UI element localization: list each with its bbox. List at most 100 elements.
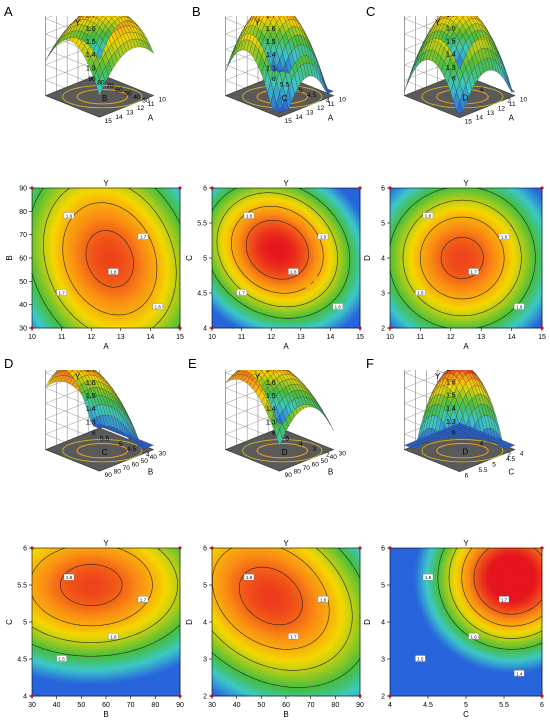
x-tick-label: 12 xyxy=(87,334,95,341)
factor2-tick-label: 2 xyxy=(507,452,511,459)
y-tick-label: 6 xyxy=(381,186,385,193)
factor2-axis-label: D xyxy=(282,448,288,457)
x-tick-label: 15 xyxy=(356,334,364,341)
contour-fill xyxy=(212,548,360,696)
factor1-tick-label: 5 xyxy=(492,462,496,469)
contour-label: 1.6 xyxy=(501,235,508,240)
x-tick-label: 90 xyxy=(176,702,184,709)
x-tick-label: 13 xyxy=(477,334,485,341)
surface-svg: 1.31.41.51.61.71.81.9Y101112131415A30405… xyxy=(6,16,186,176)
factor1-tick-label: 13 xyxy=(306,110,314,117)
x-tick-label: 15 xyxy=(538,334,546,341)
factor1-tick-label: 10 xyxy=(520,97,528,104)
z-tick-label: 1.7 xyxy=(266,370,276,374)
z-tick-label: 1.6 xyxy=(446,25,456,32)
x-tick-label: 15 xyxy=(176,334,184,341)
x-axis-label: A xyxy=(283,342,289,351)
x-tick-label: 30 xyxy=(28,702,36,709)
design-point xyxy=(30,546,33,549)
z-axis-label: Y xyxy=(75,373,81,382)
z-tick-label: 1.3 xyxy=(446,65,456,72)
factor2-tick-label: 4 xyxy=(326,98,330,105)
design-point xyxy=(358,326,361,329)
surface-plot-e: 1.31.41.51.61.71.81.9Y30405060708090B234… xyxy=(186,370,366,530)
z-tick-label: 1.4 xyxy=(266,52,276,59)
y-tick-label: 3 xyxy=(381,657,385,664)
y-tick-label: 40 xyxy=(19,302,27,309)
contour-title: Y xyxy=(103,179,109,188)
z-tick-label: 1.3 xyxy=(266,419,276,426)
factor2-tick-label: 80 xyxy=(97,80,105,87)
x-tick-label: 4 xyxy=(388,702,392,709)
z-tick-label: 1.5 xyxy=(266,393,276,400)
design-point xyxy=(210,694,213,697)
y-tick-label: 4 xyxy=(203,326,207,333)
factor2-tick-label: 2 xyxy=(507,98,511,105)
z-axis-label: Y xyxy=(75,19,81,28)
factor1-tick-label: 13 xyxy=(487,110,495,117)
contour-label: 1.6 xyxy=(335,305,342,310)
y-tick-label: 5.5 xyxy=(17,583,27,590)
factor1-tick-label: 60 xyxy=(132,461,140,468)
y-tick-label: 4.5 xyxy=(197,291,207,298)
design-point xyxy=(210,326,213,329)
design-point xyxy=(178,546,181,549)
factor1-axis-label: A xyxy=(148,113,154,122)
factor1-tick-label: 30 xyxy=(159,451,167,458)
contour-label: 1.6 xyxy=(110,634,117,639)
factor1-axis-label: A xyxy=(509,114,515,123)
contour-label: 1.6 xyxy=(290,270,297,275)
z-tick-label: 1.4 xyxy=(86,406,96,413)
y-tick-label: 6 xyxy=(203,186,207,193)
y-axis-label: D xyxy=(364,255,372,261)
z-tick-label: 1.5 xyxy=(266,39,276,46)
factor2-tick-label: 6 xyxy=(452,76,456,83)
factor1-tick-label: 5.5 xyxy=(478,467,487,474)
design-point xyxy=(358,186,361,189)
factor1-tick-label: 10 xyxy=(159,97,167,104)
factor1-tick-label: 90 xyxy=(105,472,113,479)
x-tick-label: 13 xyxy=(297,334,305,341)
factor1-axis-label: A xyxy=(328,113,334,122)
z-tick-label: 1.4 xyxy=(86,52,96,59)
factor2-tick-label: 5.5 xyxy=(100,435,109,442)
y-tick-label: 5 xyxy=(381,221,385,228)
factor1-tick-label: 70 xyxy=(123,465,131,472)
contour-label: 1.6 xyxy=(66,214,73,219)
factor1-tick-label: 15 xyxy=(465,119,473,126)
z-tick-label: 1.6 xyxy=(266,26,276,33)
factor2-tick-label: 4.5 xyxy=(127,446,136,453)
contour-label: 1.7 xyxy=(140,597,147,602)
factor2-tick-label: 40 xyxy=(133,94,141,101)
z-tick-label: 1.5 xyxy=(446,39,456,46)
factor1-tick-label: 14 xyxy=(476,114,484,121)
panel-letter-e: E xyxy=(188,356,197,371)
y-axis: 44.555.56 xyxy=(197,186,212,333)
y-tick-label: 4 xyxy=(381,256,385,263)
contour-label: 1.8 xyxy=(246,214,253,219)
contour-label: 1.8 xyxy=(110,270,117,275)
y-tick-label: 5 xyxy=(381,583,385,590)
surface-svg: 1.31.41.51.61.71.81.9Y30405060708090B44.… xyxy=(6,370,186,530)
factor2-tick-label: 4 xyxy=(480,87,484,94)
factor1-tick-label: 40 xyxy=(330,454,338,461)
factor1-tick-label: 15 xyxy=(105,118,113,125)
x-tick-label: 80 xyxy=(331,702,339,709)
z-tick-label: 1.4 xyxy=(266,406,276,413)
factor2-tick-label: 4 xyxy=(480,441,484,448)
factor2-tick-label: 6 xyxy=(92,430,96,437)
z-tick-label: 1.7 xyxy=(266,16,276,20)
y-tick-label: 5 xyxy=(23,620,27,627)
contour-svg: Y1.81.61.71.51.6101112131415A23456D xyxy=(364,176,548,352)
factor2-tick-label: 5 xyxy=(285,435,289,442)
y-tick-label: 5 xyxy=(203,256,207,263)
factor2-tick-label: 5 xyxy=(299,87,303,94)
